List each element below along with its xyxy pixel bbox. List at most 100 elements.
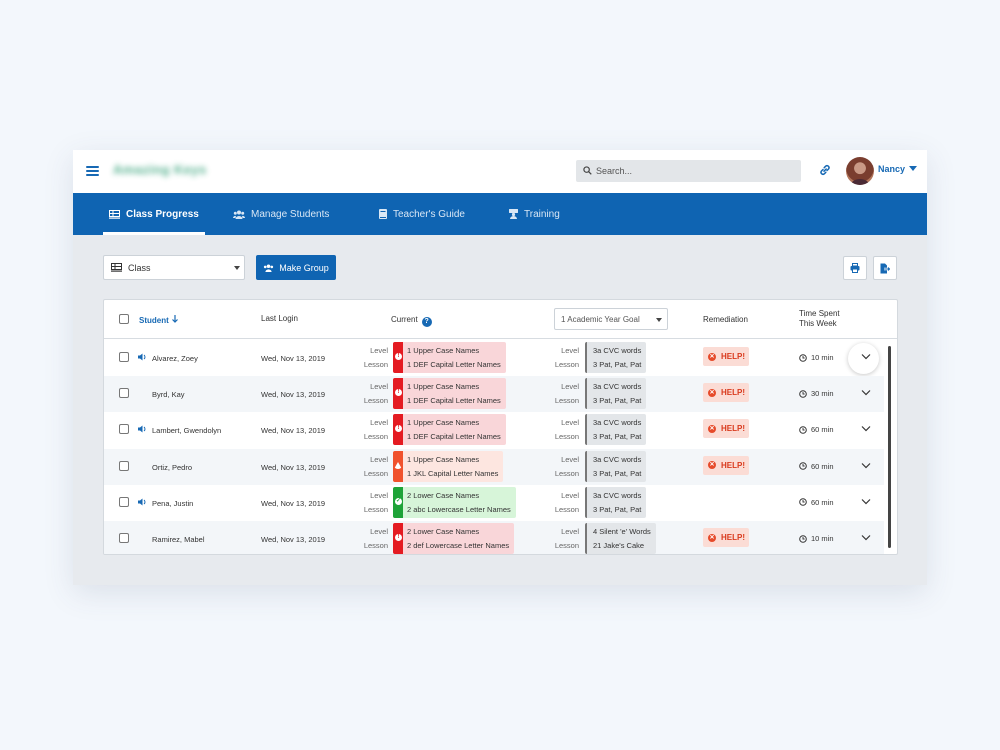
user-menu[interactable]: Nancy — [878, 164, 918, 174]
level-label: Level — [561, 490, 579, 500]
class-select[interactable]: Class — [103, 255, 245, 280]
lesson-label: Lesson — [554, 396, 579, 406]
goal-select[interactable]: 1 Academic Year Goal — [554, 308, 668, 330]
table-row[interactable]: Ramirez, Mabel Wed, Nov 13, 2019 Level L… — [104, 521, 884, 554]
current-lesson: 1 DEF Capital Letter Names — [407, 432, 501, 442]
app-logo[interactable]: Amazing Keys — [113, 162, 207, 177]
help-badge[interactable]: ✕ HELP! — [703, 455, 749, 475]
teacher-icon — [509, 209, 518, 219]
select-all-checkbox[interactable] — [119, 314, 129, 324]
time-spent-header-line1: Time Spent — [799, 309, 840, 318]
student-name[interactable]: Pena, Justin — [152, 498, 194, 508]
time-spent: 30 min — [799, 389, 834, 398]
goal-level: 4 Silent 'e' Words — [593, 527, 651, 536]
chevron-down-icon[interactable] — [861, 353, 871, 360]
tab-manage-students[interactable]: Manage Students — [233, 193, 329, 235]
speaker-icon[interactable] — [138, 353, 147, 361]
table-row[interactable]: Byrd, Kay Wed, Nov 13, 2019 Level Lesson… — [104, 376, 884, 413]
speaker-icon[interactable] — [138, 425, 147, 433]
hamburger-menu-icon[interactable] — [86, 166, 99, 176]
speaker-icon[interactable] — [138, 498, 147, 506]
tab-teachers-guide[interactable]: Teacher's Guide — [379, 193, 465, 235]
time-spent-value: 60 min — [811, 425, 834, 435]
student-column-header[interactable]: Student — [139, 315, 178, 326]
user-avatar[interactable] — [846, 157, 874, 185]
chevron-down-icon[interactable] — [861, 389, 871, 396]
row-checkbox[interactable] — [119, 352, 129, 362]
table-row[interactable]: Ortiz, Pedro Wed, Nov 13, 2019 Level Les… — [104, 448, 884, 485]
time-spent-value: 30 min — [811, 389, 834, 399]
last-login: Wed, Nov 13, 2019 — [261, 354, 326, 363]
current-progress-box[interactable]: 1 Upper Case Names 1 JKL Capital Letter … — [393, 450, 504, 482]
row-checkbox[interactable] — [119, 388, 129, 399]
current-level: 1 Upper Case Names — [407, 346, 480, 355]
current-progress-box[interactable]: ! 1 Upper Case Names 1 DEF Capital Lette… — [393, 414, 506, 446]
status-red-icon: ! — [395, 353, 402, 360]
current-column-header: Current? — [391, 315, 432, 327]
chevron-down-icon — [656, 318, 662, 322]
chevron-down-icon[interactable] — [861, 534, 871, 541]
student-name[interactable]: Alvarez, Zoey — [152, 354, 198, 363]
row-checkbox[interactable] — [119, 496, 129, 507]
row-checkbox[interactable] — [119, 533, 129, 543]
top-bar: Amazing Keys Nancy — [73, 150, 927, 193]
grid-icon — [109, 209, 120, 219]
student-name[interactable]: Ramirez, Mabel — [152, 535, 205, 544]
student-name[interactable]: Byrd, Kay — [152, 390, 185, 400]
student-name[interactable]: Ortiz, Pedro — [152, 462, 193, 472]
row-checkbox[interactable] — [119, 424, 129, 435]
export-button[interactable] — [873, 256, 897, 280]
chevron-down-icon[interactable] — [861, 425, 871, 432]
help-badge[interactable]: ✕ HELP! — [703, 419, 749, 439]
tab-label: Training — [524, 208, 560, 220]
close-circle-icon: ✕ — [708, 533, 716, 542]
tab-training[interactable]: Training — [509, 193, 560, 235]
current-progress-box[interactable]: ✓ 2 Lower Case Names 2 abc Lowercase Let… — [393, 486, 516, 518]
expand-row-button-highlight[interactable] — [848, 343, 879, 374]
time-spent-value: 10 min — [811, 353, 834, 362]
goal-progress-box: 3a CVC words 3 Pat, Pat, Pat — [585, 450, 647, 482]
user-name: Nancy — [878, 164, 906, 174]
table-row[interactable]: Alvarez, Zoey Wed, Nov 13, 2019 Level Le… — [104, 340, 884, 376]
help-badge[interactable]: ✕ HELP! — [703, 383, 749, 403]
status-orange-icon — [394, 461, 402, 469]
link-icon[interactable] — [818, 163, 832, 177]
help-badge[interactable]: ✕ HELP! — [703, 347, 749, 366]
question-icon[interactable]: ? — [421, 317, 432, 327]
clock-icon — [799, 462, 807, 470]
status-strip: ! — [393, 523, 403, 554]
search-box[interactable] — [576, 160, 801, 182]
make-group-button[interactable]: Make Group — [256, 255, 336, 280]
search-input[interactable] — [596, 160, 794, 182]
current-progress-box[interactable]: ! 1 Upper Case Names 1 DEF Capital Lette… — [393, 378, 506, 410]
clock-icon — [799, 534, 807, 543]
row-checkbox[interactable] — [119, 460, 129, 471]
table-row[interactable]: Lambert, Gwendolyn Wed, Nov 13, 2019 Lev… — [104, 412, 884, 448]
chevron-down-icon[interactable] — [861, 462, 871, 469]
tab-class-progress[interactable]: Class Progress — [103, 193, 205, 235]
clock-icon — [799, 498, 807, 507]
current-level: 1 Upper Case Names — [407, 382, 480, 392]
status-strip: ! — [393, 414, 403, 446]
current-lesson: 1 DEF Capital Letter Names — [407, 396, 501, 406]
help-badge-label: HELP! — [721, 533, 745, 542]
lesson-label: Lesson — [554, 468, 579, 478]
tab-label: Manage Students — [251, 208, 330, 220]
help-badge[interactable]: ✕ HELP! — [703, 528, 749, 547]
close-circle-icon: ✕ — [708, 352, 716, 361]
goal-progress-box: 3a CVC words 3 Pat, Pat, Pat — [585, 414, 647, 446]
print-button[interactable] — [843, 256, 867, 280]
clock-icon — [799, 426, 807, 434]
table-row[interactable]: Pena, Justin Wed, Nov 13, 2019 Level Les… — [104, 485, 884, 521]
table-scrollbar[interactable] — [888, 346, 891, 548]
close-circle-icon: ✕ — [708, 424, 716, 433]
chevron-down-icon[interactable] — [861, 498, 871, 505]
student-name[interactable]: Lambert, Gwendolyn — [152, 426, 222, 436]
goal-lesson: 3 Pat, Pat, Pat — [593, 432, 642, 442]
current-progress-box[interactable]: ! 2 Lower Case Names 2 def Lowercase Let… — [393, 523, 515, 554]
goal-lesson: 3 Pat, Pat, Pat — [593, 504, 642, 514]
time-spent-column-header: Time Spent This Week — [799, 309, 840, 329]
current-progress-box[interactable]: ! 1 Upper Case Names 1 DEF Capital Lette… — [393, 342, 506, 373]
current-lesson: 2 def Lowercase Letter Names — [407, 541, 510, 550]
goal-level: 3a CVC words — [593, 490, 642, 500]
